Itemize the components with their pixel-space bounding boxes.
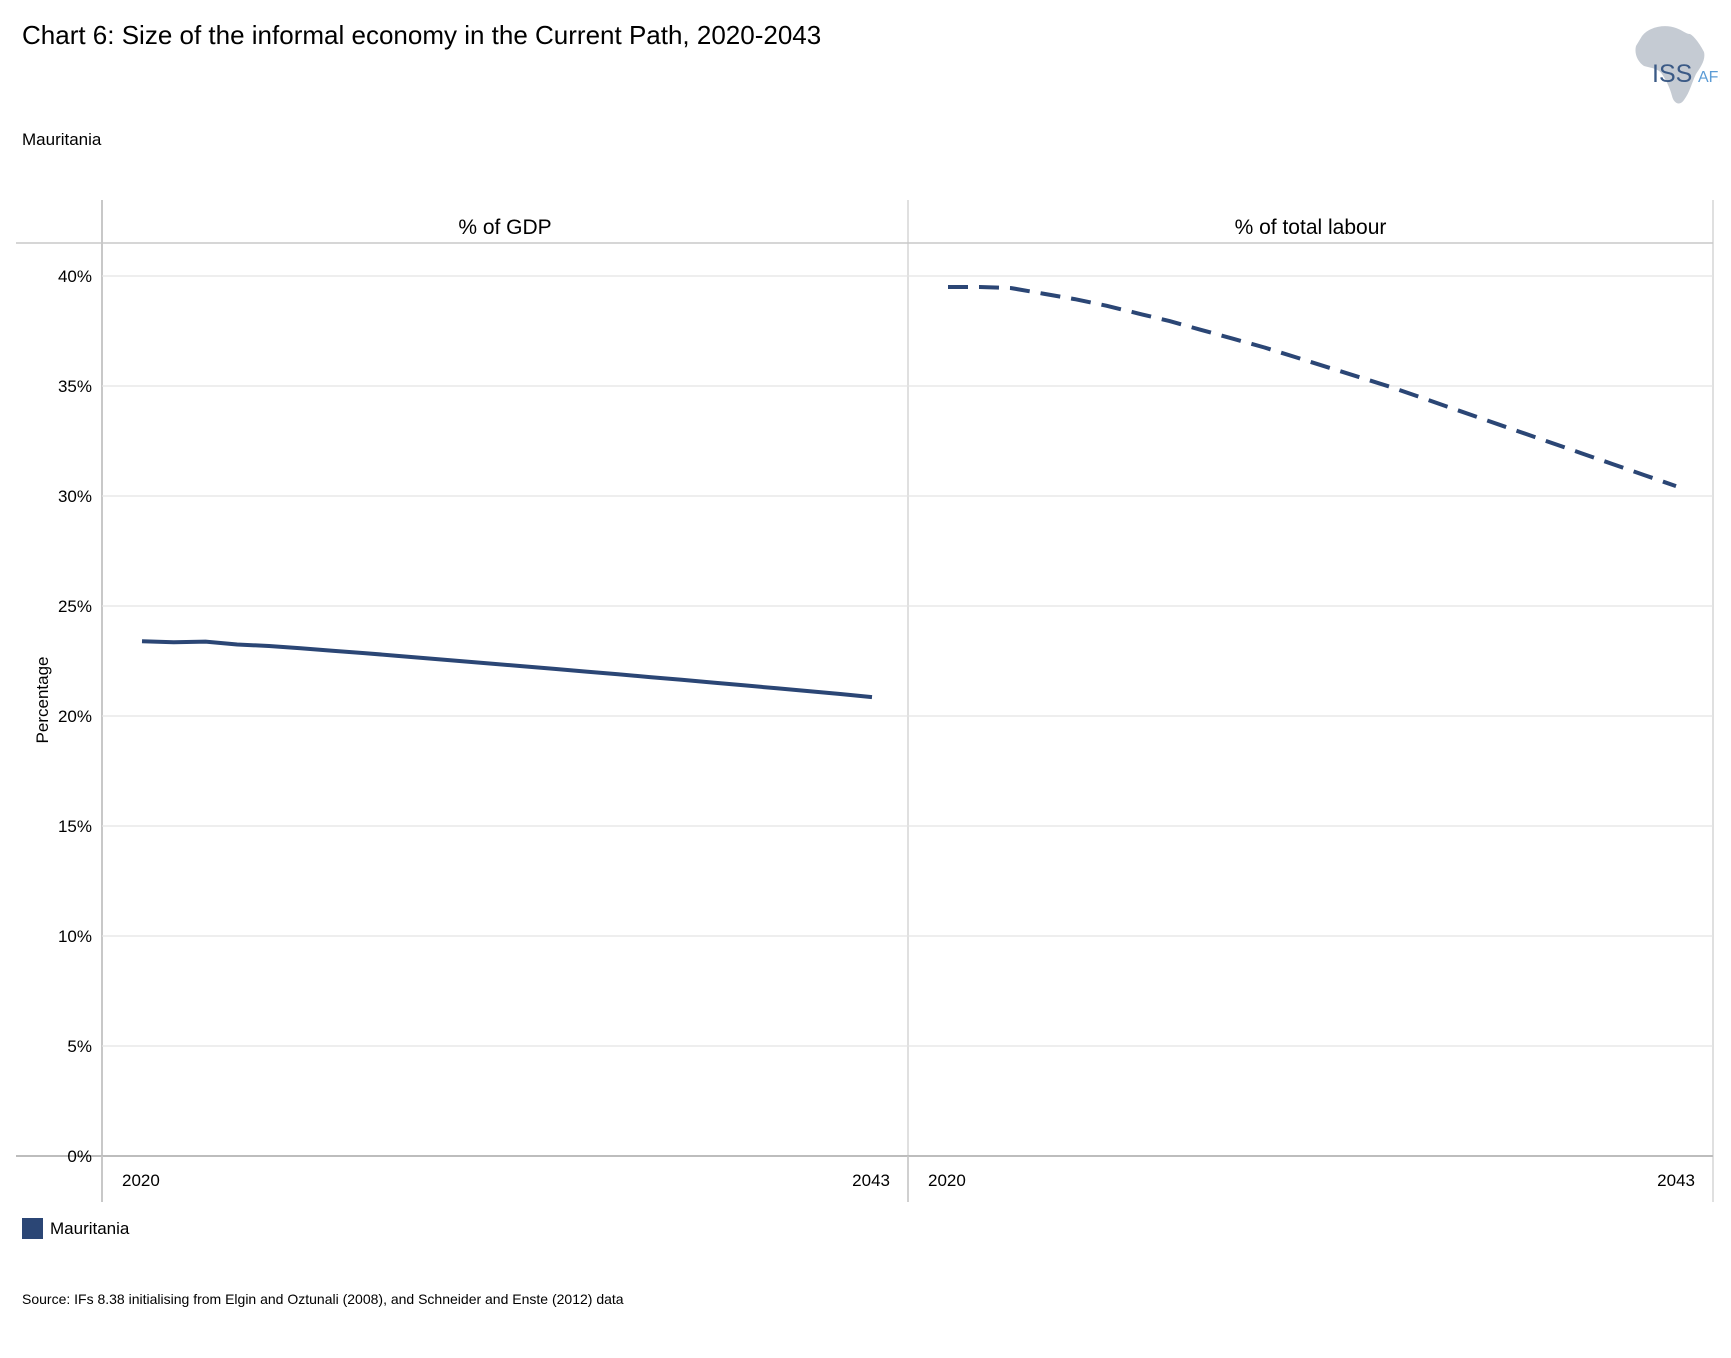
legend: Mauritania [22, 1218, 129, 1239]
y-tick-label: 5% [67, 1037, 92, 1056]
y-axis-title: Percentage [33, 657, 52, 744]
y-tick-label: 30% [58, 487, 92, 506]
chart-panels: % of GDP 2020 2043 % of total labour 2020 204… [101, 216, 1695, 1202]
x-tick-label: 2043 [1657, 1171, 1695, 1190]
chart-title: Chart 6: Size of the informal economy in… [22, 20, 822, 50]
series-line [948, 285, 1677, 488]
x-tick-label: 2020 [928, 1171, 966, 1190]
source-note: Source: IFs 8.38 initialising from Elgin… [22, 1291, 624, 1307]
logo-afi-text: AFI [1698, 69, 1720, 86]
legend-label: Mauritania [50, 1218, 130, 1238]
chart-frame [16, 200, 1714, 1202]
panel-1: % of GDP 2020 2043 [101, 216, 890, 1202]
gridlines [102, 275, 1713, 1047]
chart-subtitle: Mauritania [22, 130, 102, 149]
africa-map-icon [1635, 26, 1705, 104]
y-tick-label: 20% [58, 707, 92, 726]
y-tick-label: 10% [58, 927, 92, 946]
y-tick-label: 35% [58, 377, 92, 396]
legend-swatch [22, 1218, 43, 1239]
y-tick-label: 25% [58, 597, 92, 616]
y-tick-label: 40% [58, 267, 92, 286]
panel-2: % of total labour 2020 2043 [907, 216, 1695, 1202]
y-axis-ticks: 0% 5% 10% 15% 20% 25% 30% 35% 40% [58, 267, 92, 1166]
y-tick-label: 0% [67, 1147, 92, 1166]
panel-title: % of GDP [458, 216, 551, 239]
y-tick-label: 15% [58, 817, 92, 836]
x-tick-label: 2043 [852, 1171, 890, 1190]
panel-title: % of total labour [1235, 216, 1387, 239]
logo-iss-text: ISS [1652, 60, 1692, 88]
x-tick-label: 2020 [122, 1171, 160, 1190]
series-line [141, 639, 873, 700]
iss-afi-logo: ISS AFI [1635, 26, 1720, 104]
